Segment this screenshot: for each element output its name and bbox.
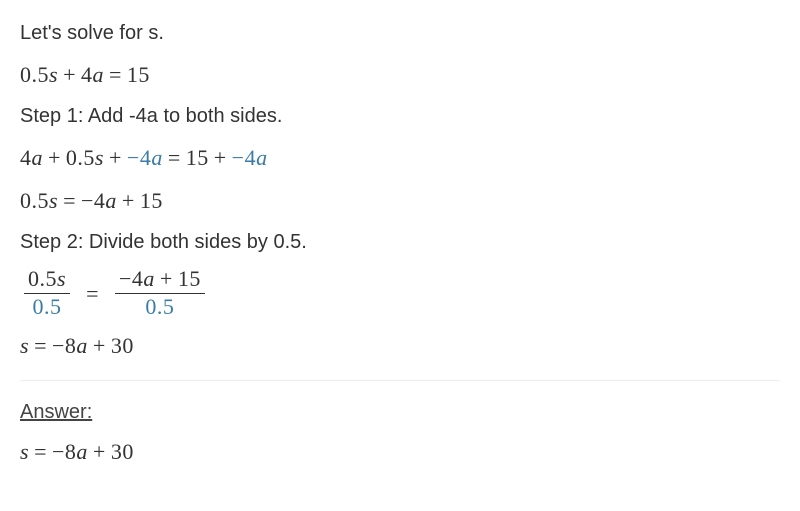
var-s: s: [49, 62, 58, 87]
var-s: s: [49, 188, 58, 213]
right-fraction: −4a+15 0.5: [115, 267, 205, 319]
const: 30: [111, 333, 134, 358]
added-term-left: −4a: [127, 145, 163, 170]
plus-op: +: [155, 266, 178, 291]
step1-label: Step 1: Add -4a to both sides.: [20, 101, 780, 131]
minus-sign: −: [119, 266, 132, 291]
plus-op: +: [88, 439, 111, 464]
var-a: a: [143, 266, 155, 291]
equals-op: =: [104, 62, 127, 87]
plus-op: +: [88, 333, 111, 358]
plus-op: +: [209, 145, 232, 170]
minus-sign: −: [127, 145, 140, 170]
coef: 4: [140, 145, 152, 170]
minus-sign: −: [81, 188, 94, 213]
denominator: 0.5: [115, 294, 205, 319]
var-a: a: [32, 145, 44, 170]
const: 30: [111, 439, 134, 464]
coef: 4: [20, 145, 32, 170]
step2-equation: 0.5s 0.5 = −4a+15 0.5: [20, 267, 780, 319]
numerator: −4a+15: [115, 267, 205, 294]
coef: 0.5: [28, 266, 57, 291]
step1-result: 0.5s=−4a+15: [20, 184, 780, 217]
coef: 4: [245, 145, 257, 170]
const: 15: [140, 188, 163, 213]
coef: 4: [94, 188, 106, 213]
coef: 0.5: [20, 62, 49, 87]
plus-op: +: [58, 62, 81, 87]
numerator: 0.5s: [24, 267, 70, 294]
left-fraction: 0.5s 0.5: [24, 267, 70, 319]
var-s: s: [20, 333, 29, 358]
answer-equation: s=−8a+30: [20, 435, 780, 468]
var-a: a: [256, 145, 268, 170]
step2-result: s=−8a+30: [20, 329, 780, 362]
var-s: s: [95, 145, 104, 170]
equals-op: =: [80, 281, 105, 306]
var-s: s: [57, 266, 66, 291]
minus-sign: −: [232, 145, 245, 170]
equals-op: =: [163, 145, 186, 170]
equals-op: =: [29, 439, 52, 464]
step1-equation: 4a+0.5s+−4a=15+−4a: [20, 141, 780, 174]
plus-op: +: [117, 188, 140, 213]
coef: 4: [81, 62, 93, 87]
added-term-right: −4a: [232, 145, 268, 170]
original-equation: 0.5s+4a=15: [20, 58, 780, 91]
const: 15: [178, 266, 201, 291]
coef: 8: [65, 333, 77, 358]
var-a: a: [105, 188, 117, 213]
step2-label: Step 2: Divide both sides by 0.5.: [20, 227, 780, 257]
var-a: a: [92, 62, 104, 87]
coef: 4: [132, 266, 144, 291]
var-s: s: [20, 439, 29, 464]
coef: 0.5: [66, 145, 95, 170]
answer-label: Answer:: [20, 397, 780, 427]
var-a: a: [76, 439, 88, 464]
coef: 0.5: [20, 188, 49, 213]
minus-sign: −: [52, 333, 65, 358]
var-a: a: [76, 333, 88, 358]
intro-text: Let's solve for s.: [20, 18, 780, 48]
const: 15: [186, 145, 209, 170]
coef: 8: [65, 439, 77, 464]
var-a: a: [151, 145, 163, 170]
plus-op: +: [104, 145, 127, 170]
const: 15: [127, 62, 150, 87]
section-divider: [20, 380, 780, 381]
minus-sign: −: [52, 439, 65, 464]
equals-op: =: [29, 333, 52, 358]
equals-op: =: [58, 188, 81, 213]
denominator: 0.5: [24, 294, 70, 319]
plus-op: +: [43, 145, 66, 170]
